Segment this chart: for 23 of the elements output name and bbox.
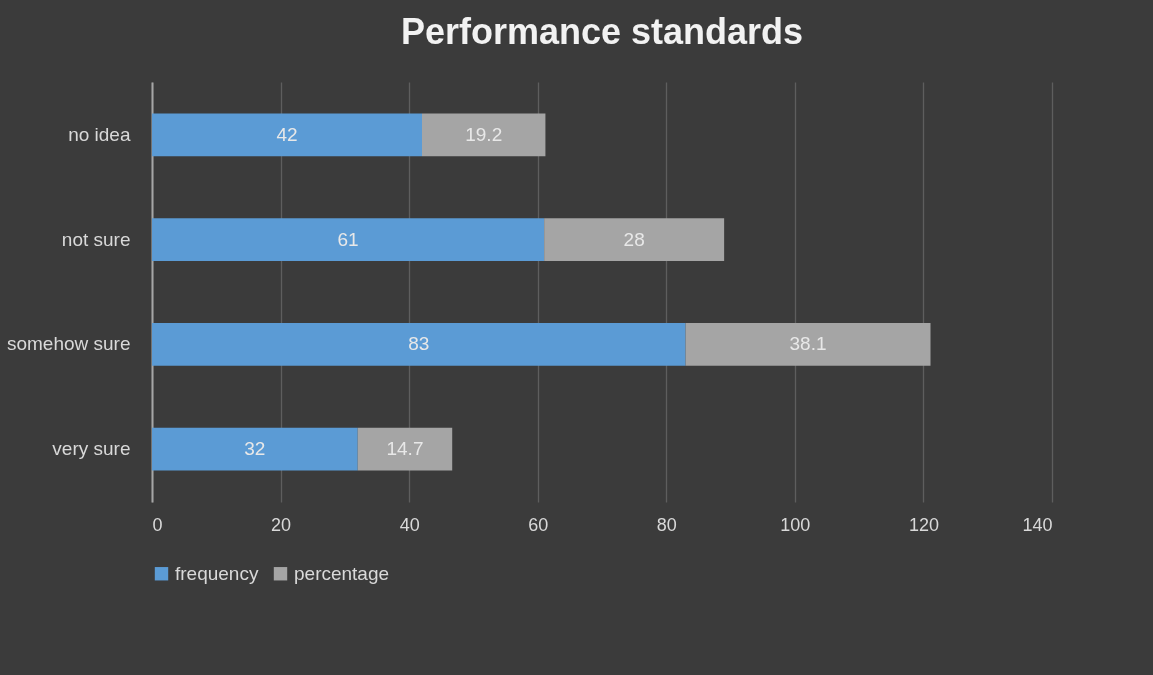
x-tick-label: 120 — [908, 514, 939, 535]
x-tick-label: 100 — [780, 514, 811, 535]
data-label: 28 — [623, 228, 645, 250]
legend-label: percentage — [294, 562, 390, 584]
y-tick-label: no idea — [68, 123, 131, 145]
x-tick-label: 60 — [528, 514, 549, 535]
x-tick-label: 20 — [271, 514, 292, 535]
x-tick-label: 40 — [399, 514, 420, 535]
data-label: 61 — [337, 228, 359, 250]
data-label: 42 — [276, 123, 298, 145]
data-label: 38.1 — [789, 333, 827, 355]
x-tick-label: 0 — [152, 514, 163, 535]
chart-title: Performance standards — [400, 11, 804, 52]
y-tick-label: very sure — [52, 438, 131, 460]
y-tick-label: not sure — [61, 228, 131, 250]
x-tick-label: 140 — [1022, 514, 1053, 535]
x-tick-label: 80 — [656, 514, 677, 535]
data-label: 32 — [244, 438, 266, 460]
data-label: 83 — [408, 333, 430, 355]
legend-label: frequency — [175, 562, 259, 584]
data-label: 19.2 — [465, 123, 503, 145]
y-tick-label: somehow sure — [6, 333, 131, 355]
data-label: 14.7 — [386, 438, 424, 460]
